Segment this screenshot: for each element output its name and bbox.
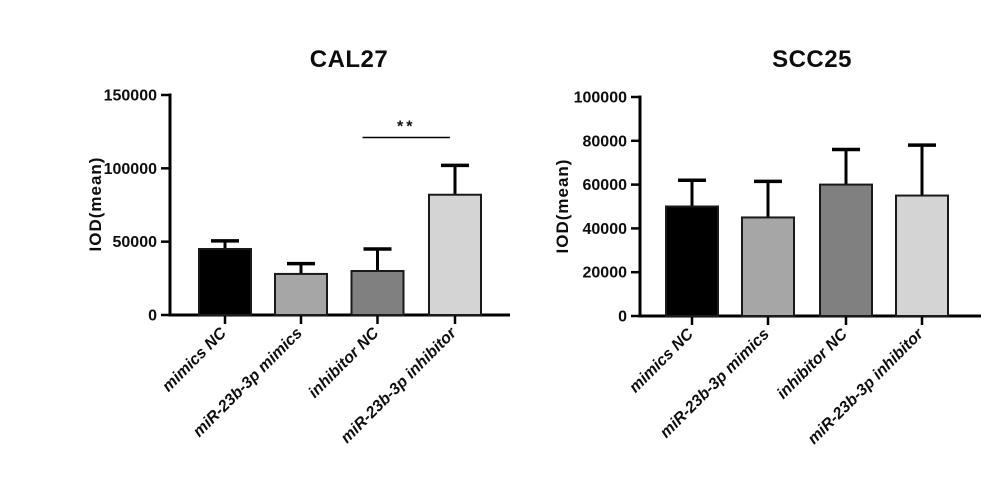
y-tick-label: 60000 <box>583 177 628 194</box>
y-tick-label: 100000 <box>574 90 627 107</box>
bar <box>665 205 719 317</box>
bar <box>198 248 252 316</box>
x-category-label: inhibitor NC <box>306 324 383 401</box>
bar <box>895 194 949 317</box>
bar <box>819 183 873 317</box>
y-tick-label: 150000 <box>104 88 157 105</box>
y-tick-label: 20000 <box>583 265 628 282</box>
bar <box>741 216 795 317</box>
x-category-label: mimics NC <box>626 325 697 396</box>
x-category-label: inhibitor NC <box>774 325 851 402</box>
y-tick-label: 100000 <box>104 161 157 178</box>
y-tick-label: 0 <box>148 308 157 325</box>
bar <box>350 270 405 316</box>
y-tick-label: 0 <box>618 309 627 326</box>
y-tick-label: 50000 <box>113 234 158 251</box>
x-category-label: mimics NC <box>159 324 230 395</box>
bar <box>428 193 482 317</box>
significance-stars: ** <box>397 119 415 136</box>
y-tick-label: 80000 <box>583 133 628 150</box>
chart-title-scc25: SCC25 <box>772 46 852 73</box>
y-tick-label: 40000 <box>583 221 628 238</box>
chart-title-cal27: CAL27 <box>309 46 389 73</box>
bar <box>274 272 328 316</box>
